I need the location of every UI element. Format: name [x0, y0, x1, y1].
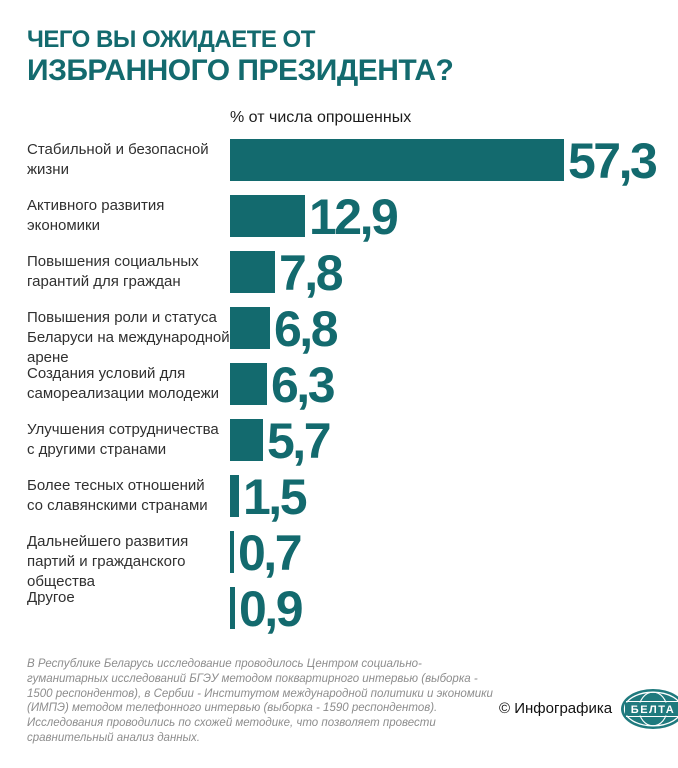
- value-label: 6,8: [274, 301, 339, 357]
- chart-row: Повышения роли и статуса Беларуси на меж…: [27, 301, 666, 366]
- chart-row: Дальнейшего развития партий и гражданско…: [27, 525, 666, 590]
- bar: [230, 587, 235, 629]
- bar: [230, 475, 239, 517]
- footer: В Республике Беларусь исследование прово…: [27, 657, 678, 746]
- chart-row: Другое 0,9: [27, 581, 666, 643]
- value-label: 5,7: [267, 413, 332, 469]
- bar-group: 57,3: [230, 133, 658, 189]
- bar-group: 5,7: [230, 413, 332, 469]
- category-label: Улучшения сотрудничества с другими стран…: [27, 421, 219, 458]
- bar: [230, 251, 275, 293]
- bar: [230, 531, 234, 573]
- value-label: 7,8: [279, 245, 344, 301]
- chart-row: Создания условий для самореализации моло…: [27, 357, 666, 419]
- chart-unit-label: % от числа опрошенных: [230, 109, 412, 126]
- category-label: Дальнейшего развития партий и гражданско…: [27, 533, 189, 590]
- bar-group: 6,3: [230, 357, 336, 413]
- bar: [230, 363, 267, 405]
- bar-group: 0,7: [230, 525, 303, 581]
- page-title-line2: ИЗБРАННОГО ПРЕЗИДЕНТА?: [27, 54, 454, 87]
- chart-row: Улучшения сотрудничества с другими стран…: [27, 413, 666, 475]
- category-label: Создания условий для самореализации моло…: [27, 365, 219, 402]
- bar-group: 12,9: [230, 189, 399, 245]
- value-label: 1,5: [243, 469, 308, 525]
- bar-chart: Стабильной и безопасной жизни 57,3 Актив…: [27, 133, 666, 643]
- chart-row: Стабильной и безопасной жизни 57,3: [27, 133, 666, 195]
- bar-group: 0,9: [230, 581, 304, 637]
- value-label: 6,3: [271, 357, 336, 413]
- chart-row: Повышения социальных гарантий для гражда…: [27, 245, 666, 307]
- value-label: 0,9: [239, 581, 304, 637]
- bar: [230, 195, 305, 237]
- category-label: Другое: [27, 589, 75, 606]
- bar-group: 1,5: [230, 469, 308, 525]
- belta-logo: БЕЛТА: [621, 688, 678, 729]
- methodology-footnote: В Республике Беларусь исследование прово…: [27, 658, 493, 744]
- header: ЧЕГО ВЫ ОЖИДАЕТЕ ОТ ИЗБРАННОГО ПРЕЗИДЕНТ…: [27, 26, 666, 88]
- logo-band: [625, 702, 678, 716]
- value-label: 0,7: [238, 525, 303, 581]
- bar-group: 7,8: [230, 245, 344, 301]
- category-label: Активного развития экономики: [27, 197, 165, 234]
- bar: [230, 139, 564, 181]
- category-label: Повышения роли и статуса Беларуси на меж…: [27, 309, 230, 366]
- chart-row: Активного развития экономики 12,9: [27, 189, 666, 251]
- copyright-label: © Инфографика: [499, 700, 613, 718]
- credit-block: © Инфографика БЕЛТА: [499, 688, 678, 746]
- page-title-line1: ЧЕГО ВЫ ОЖИДАЕТЕ ОТ: [27, 26, 315, 53]
- category-label: Стабильной и безопасной жизни: [27, 141, 209, 178]
- bar: [230, 307, 270, 349]
- bar: [230, 419, 263, 461]
- value-label: 12,9: [309, 189, 399, 245]
- logo-text: БЕЛТА: [631, 704, 675, 716]
- value-label: 57,3: [568, 133, 658, 189]
- category-label: Повышения социальных гарантий для гражда…: [27, 253, 199, 290]
- bar-group: 6,8: [230, 301, 339, 357]
- chart-row: Более тесных отношений со славянскими ст…: [27, 469, 666, 531]
- category-label: Более тесных отношений со славянскими ст…: [27, 477, 208, 514]
